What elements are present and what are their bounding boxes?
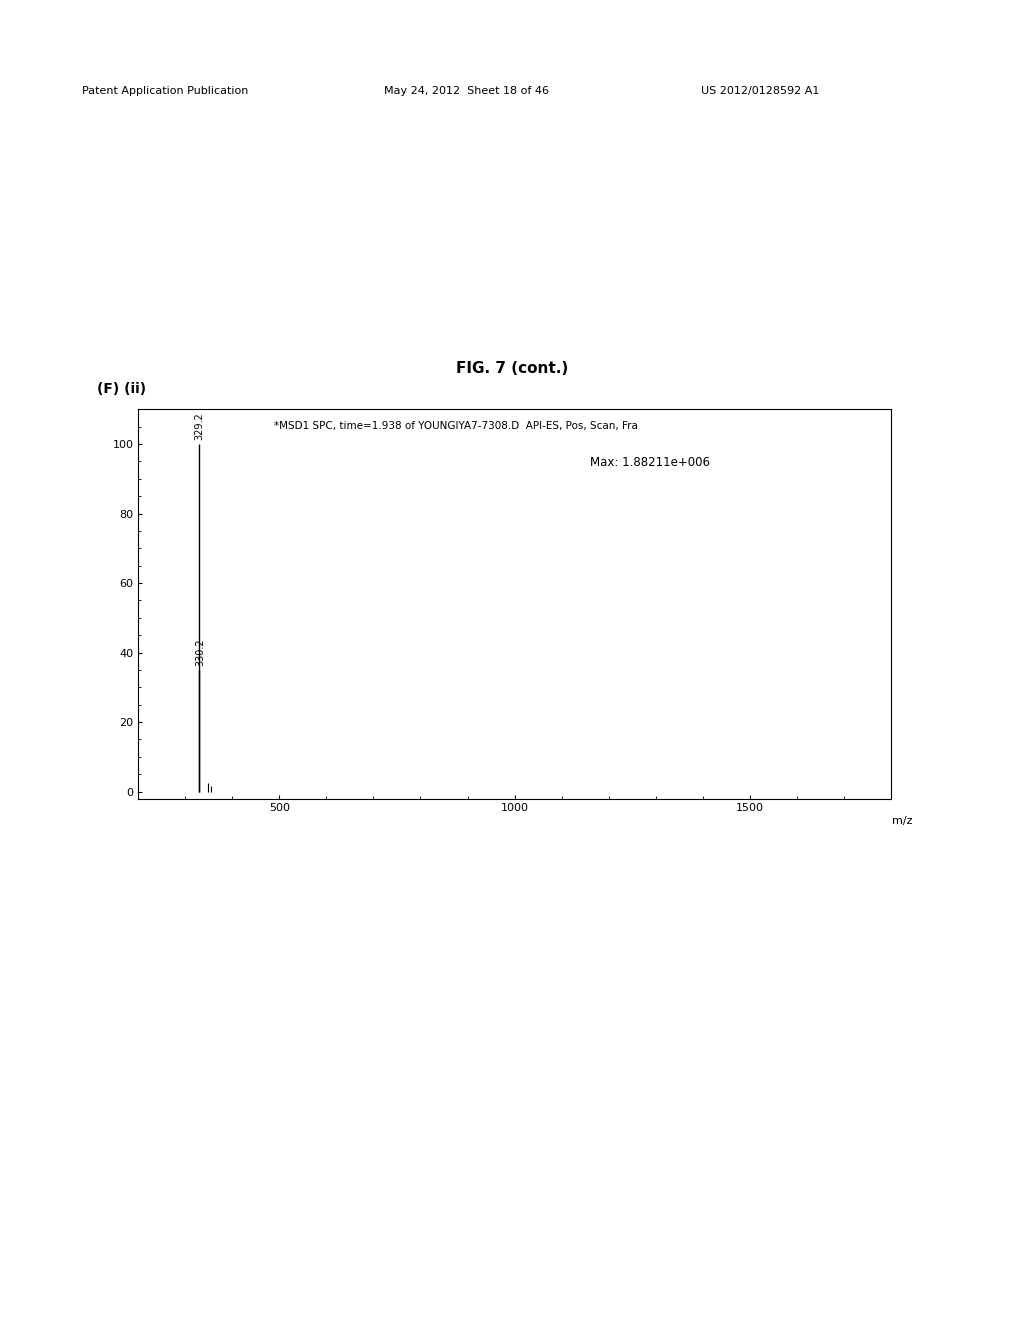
- Text: May 24, 2012  Sheet 18 of 46: May 24, 2012 Sheet 18 of 46: [384, 86, 549, 96]
- Text: 330.2: 330.2: [195, 639, 205, 667]
- Text: 329.2: 329.2: [195, 413, 205, 441]
- Text: FIG. 7 (cont.): FIG. 7 (cont.): [456, 362, 568, 376]
- Text: (F) (ii): (F) (ii): [97, 381, 146, 396]
- X-axis label: m/z: m/z: [892, 816, 912, 826]
- Text: US 2012/0128592 A1: US 2012/0128592 A1: [701, 86, 820, 96]
- Text: Patent Application Publication: Patent Application Publication: [82, 86, 248, 96]
- Text: *MSD1 SPC, time=1.938 of YOUNGIYA7-7308.D  API-ES, Pos, Scan, Fra: *MSD1 SPC, time=1.938 of YOUNGIYA7-7308.…: [273, 421, 638, 430]
- Text: Max: 1.88211e+006: Max: 1.88211e+006: [590, 455, 710, 469]
